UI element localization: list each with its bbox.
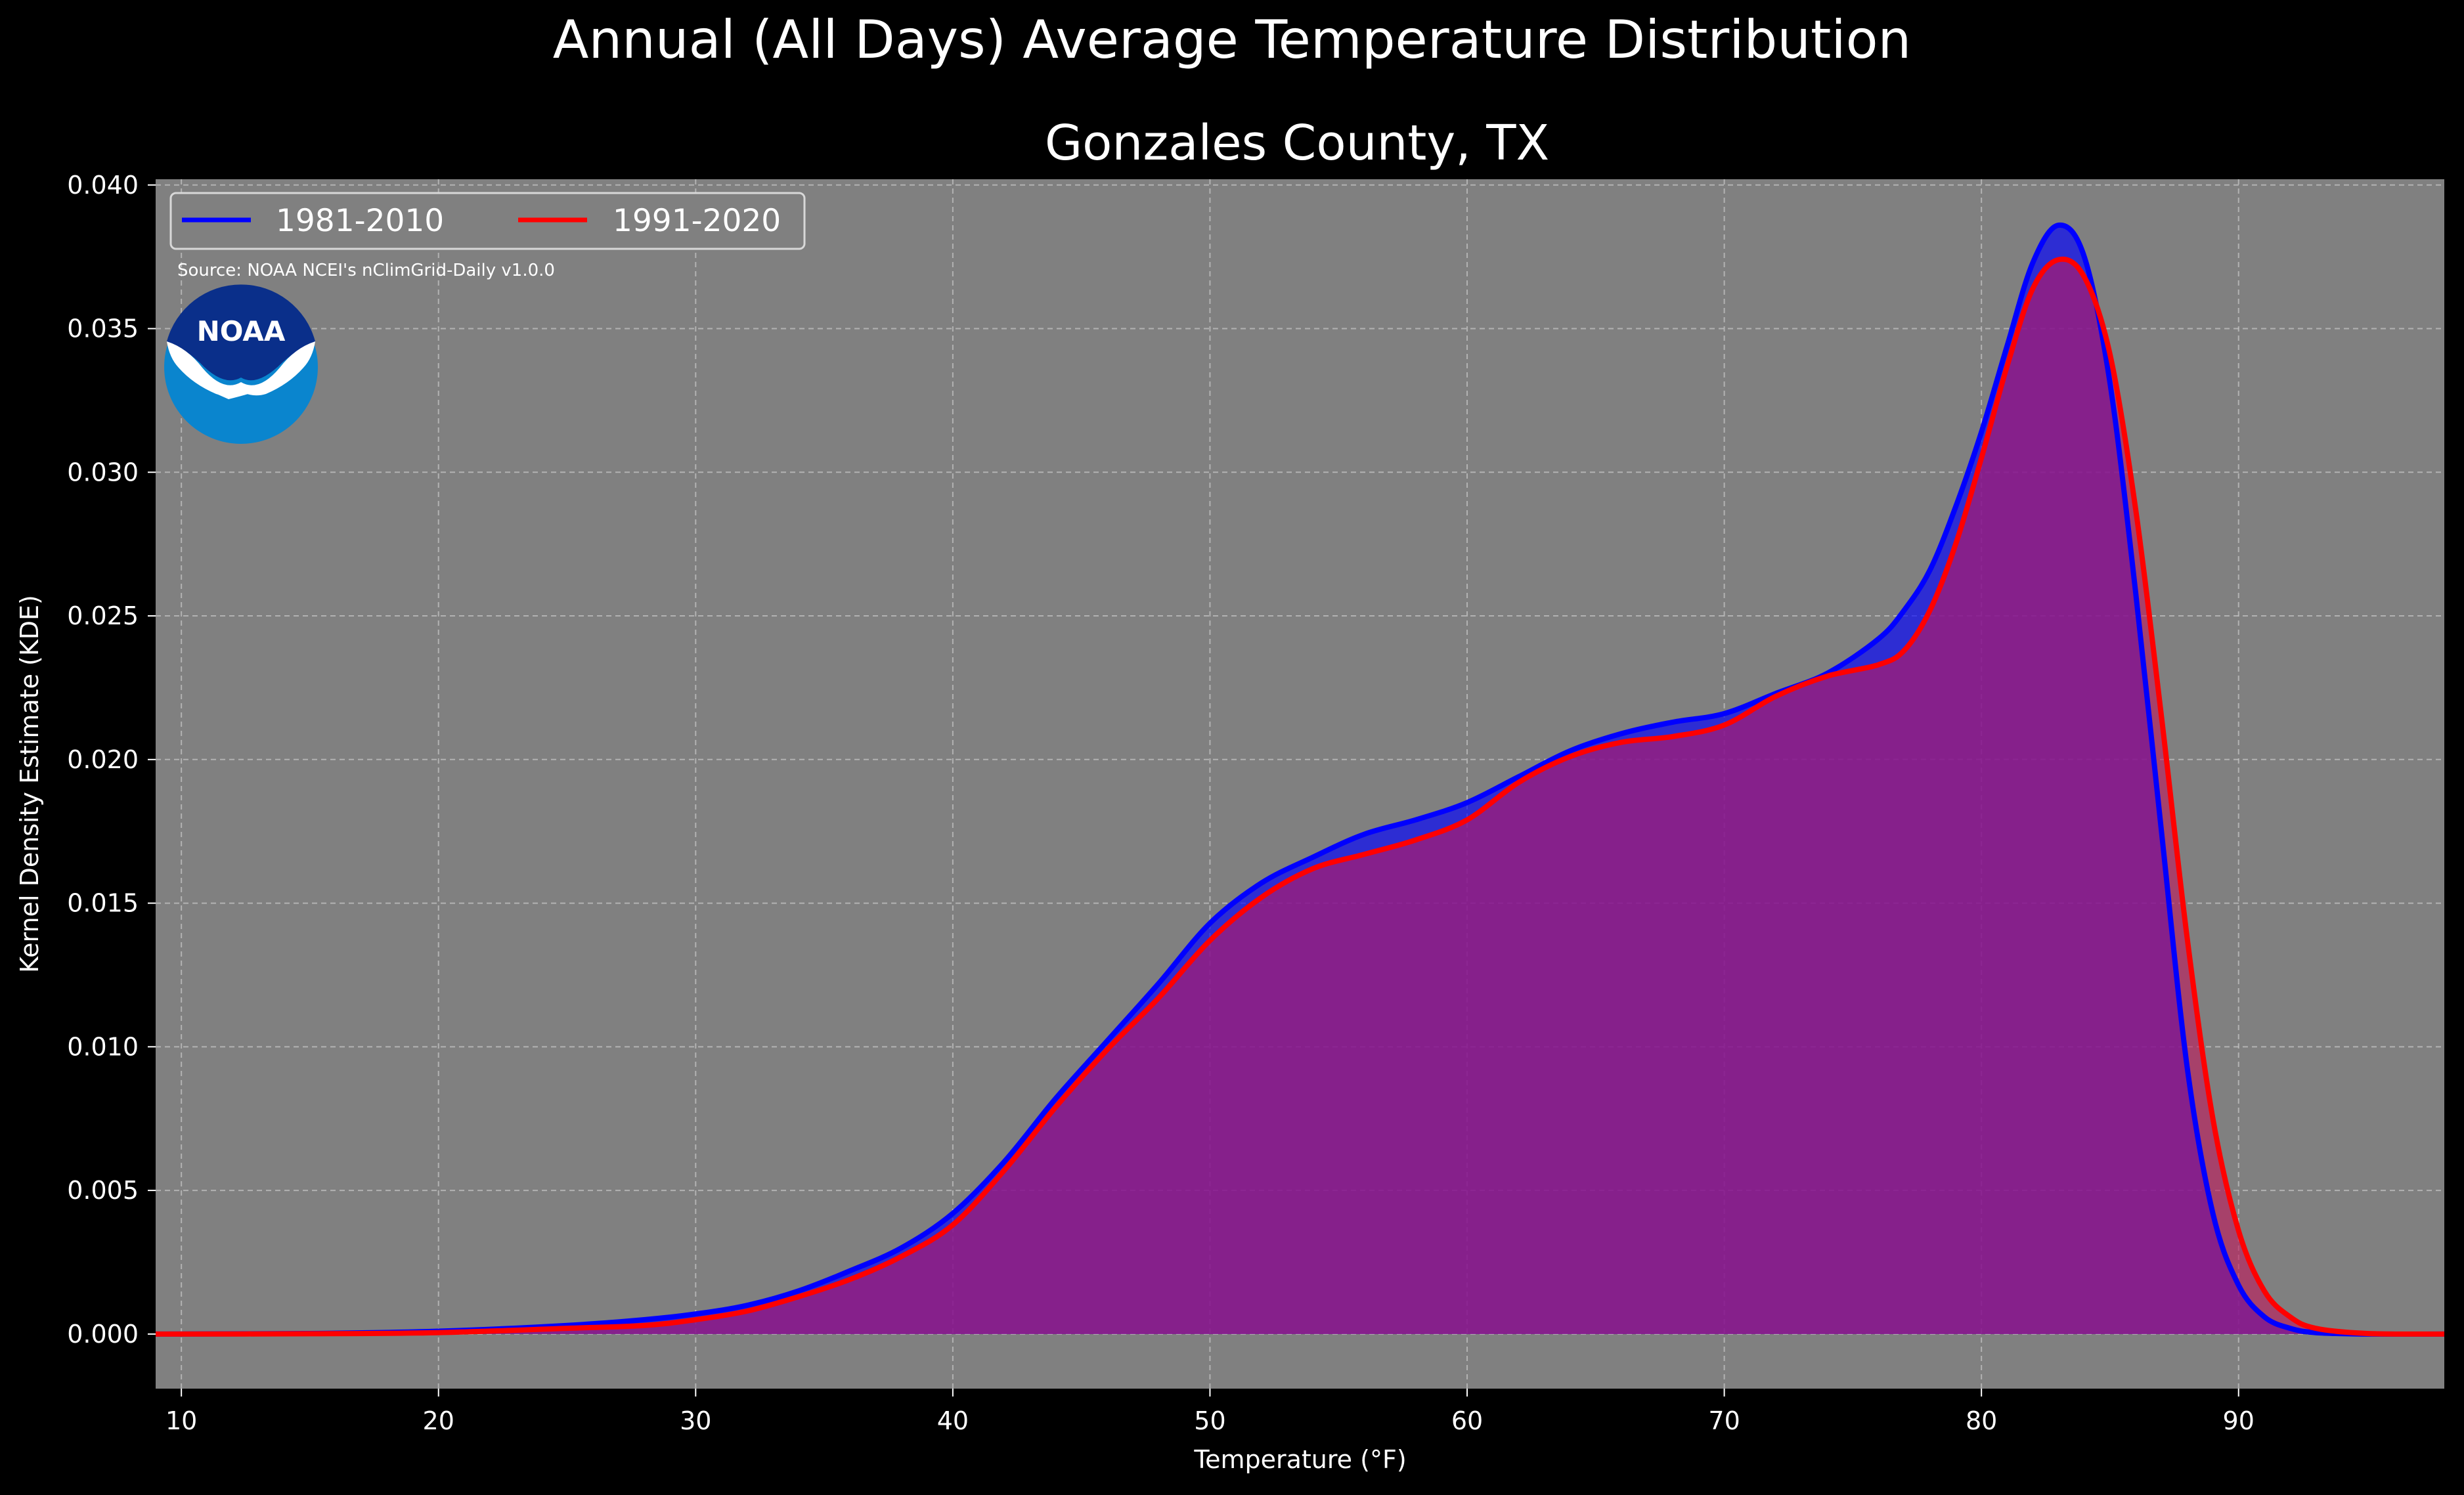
y-tick-label: 0.025 <box>67 601 139 630</box>
y-tick-label: 0.000 <box>67 1320 139 1349</box>
source-note: Source: NOAA NCEI's nClimGrid-Daily v1.0… <box>177 261 555 280</box>
series-layer <box>156 222 2444 1337</box>
x-tick-label: 60 <box>1451 1406 1483 1435</box>
legend-label-1981-2010: 1981-2010 <box>276 203 444 239</box>
x-axis-ticks: 10 20 30 40 50 60 70 80 90 <box>165 1389 2255 1435</box>
y-axis-ticks: 0.000 0.005 0.010 0.015 0.020 0.025 0.030 0.035… <box>67 171 156 1349</box>
y-tick-label: 0.030 <box>67 458 139 487</box>
chart-title: Annual (All Days) Average Temperature Di… <box>553 9 1911 70</box>
series-line-1981-2010 <box>156 222 2444 1337</box>
x-tick-label: 30 <box>680 1406 711 1435</box>
y-tick-label: 0.040 <box>67 171 139 200</box>
x-tick-label: 20 <box>423 1406 454 1435</box>
series-line-1991-2020 <box>156 256 2444 1337</box>
x-tick-label: 10 <box>165 1406 197 1435</box>
x-tick-label: 90 <box>2223 1406 2255 1435</box>
y-tick-label: 0.020 <box>67 745 139 774</box>
x-tick-label: 50 <box>1194 1406 1225 1435</box>
y-tick-label: 0.010 <box>67 1032 139 1061</box>
x-tick-label: 40 <box>937 1406 969 1435</box>
x-tick-label: 80 <box>1966 1406 1997 1435</box>
legend-box <box>169 192 806 250</box>
x-axis-label: Temperature (°F) <box>1193 1445 1406 1474</box>
legend-label-1991-2020: 1991-2020 <box>613 203 781 239</box>
noaa-logo-text: NOAA <box>197 315 286 347</box>
y-tick-label: 0.015 <box>67 889 139 918</box>
y-tick-label: 0.005 <box>67 1176 139 1205</box>
chart-subtitle: Gonzales County, TX <box>1045 115 1549 171</box>
noaa-logo: NOAA <box>164 284 318 444</box>
legend: 1981-2010 1991-2020 <box>169 192 806 250</box>
x-tick-label: 70 <box>1708 1406 1740 1435</box>
y-tick-label: 0.035 <box>67 314 139 343</box>
y-axis-label: Kernel Density Estimate (KDE) <box>15 595 44 973</box>
area-fill-1991-2020 <box>156 259 2444 1334</box>
